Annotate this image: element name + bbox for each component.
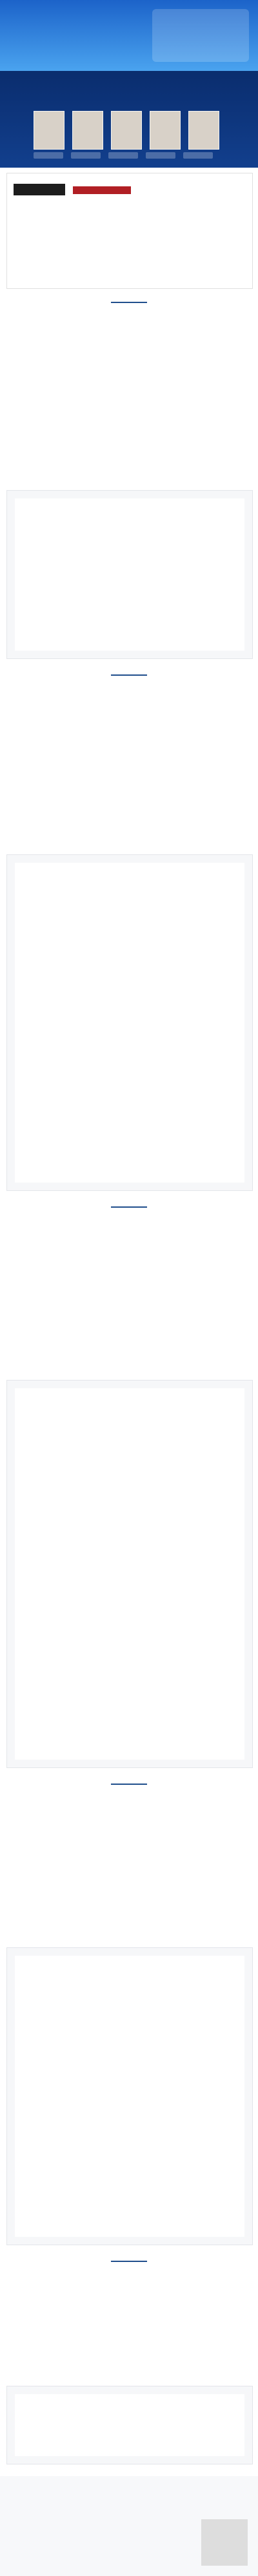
figure-image: [15, 2394, 244, 2456]
section-divider: [111, 302, 147, 303]
figure-image: [15, 863, 244, 1183]
figure-3: [6, 1380, 253, 1768]
figure-1: [6, 490, 253, 659]
speaker-portrait: [72, 111, 103, 150]
section-5: [6, 2257, 252, 2268]
section-2: [6, 671, 252, 682]
speaker-names: [34, 152, 213, 159]
figure-5: [6, 2386, 253, 2464]
banner-decoration: [152, 9, 249, 62]
figure-2: [6, 854, 253, 1191]
figure-image: [15, 498, 244, 651]
qr-code: [201, 2519, 248, 2566]
speaker-name: [183, 152, 213, 159]
section-divider: [111, 1206, 147, 1208]
publisher-logo: [14, 184, 65, 195]
section-3: [6, 1203, 252, 1214]
section-4: [6, 1780, 252, 1791]
speaker-name: [146, 152, 175, 159]
article-type-tag: [73, 186, 131, 194]
figure-4: [6, 1947, 253, 2245]
speaker-portrait: [111, 111, 142, 150]
section-divider: [111, 674, 147, 676]
speaker-name: [108, 152, 138, 159]
speaker-portrait: [188, 111, 219, 150]
speaker-portrait: [150, 111, 181, 150]
speaker-name: [71, 152, 101, 159]
section-divider: [111, 2261, 147, 2262]
conference-banner: [0, 71, 258, 168]
figure-image: [15, 1956, 244, 2237]
speaker-portraits: [34, 111, 219, 150]
figure-image: [15, 1388, 244, 1760]
footer: [0, 2476, 258, 2576]
paper-header-card: [6, 173, 253, 289]
section-1: [6, 298, 252, 310]
top-banner: [0, 0, 258, 71]
publisher-row: [14, 180, 246, 202]
section-divider: [111, 1784, 147, 1785]
speaker-name: [34, 152, 63, 159]
speaker-portrait: [34, 111, 64, 150]
